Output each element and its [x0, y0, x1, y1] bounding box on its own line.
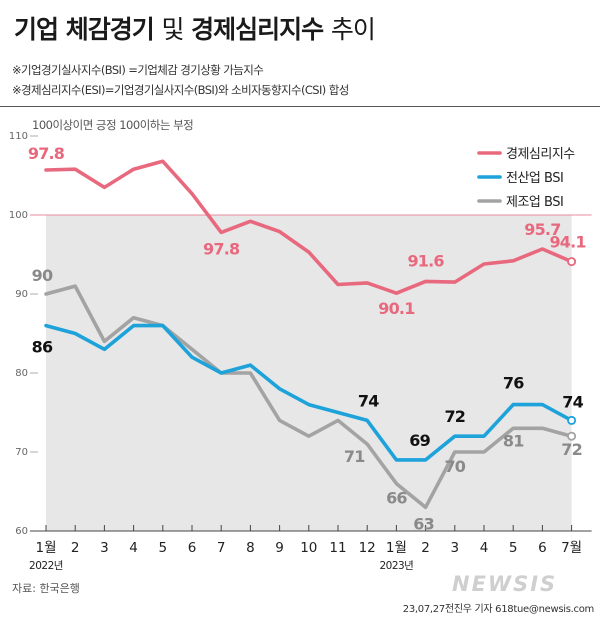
data-label: 90.1: [378, 299, 415, 318]
x-tick-label: 4: [129, 540, 138, 556]
data-label: 70: [444, 457, 465, 476]
y-tick-label: 100: [9, 210, 28, 221]
data-label: 90: [32, 266, 53, 285]
x-tick-label: 1월: [35, 540, 56, 556]
chart-points: [45, 161, 577, 508]
data-label: 71: [344, 447, 365, 466]
data-label: 97.8: [203, 239, 240, 258]
x-tick-label: 7월: [561, 540, 582, 556]
source-note: 자료: 한국은행: [12, 582, 80, 595]
esi-definition-note: ※경제심리지수(ESI)=기업경기실사지수(BSI)와 소비자동향지수(CSI)…: [12, 83, 349, 97]
x-tick-label: 7: [217, 540, 226, 556]
x-tick-label: 10: [300, 540, 317, 556]
y-tick-label: 70: [15, 447, 28, 458]
x-tick-label: 9: [275, 540, 284, 556]
data-label: 69: [409, 431, 430, 450]
data-label: 72: [561, 440, 582, 459]
data-label: 74: [358, 391, 379, 410]
data-label: 97.8: [28, 144, 65, 163]
y-tick-label: 90: [15, 289, 28, 300]
y-tick-label: 110: [9, 131, 28, 142]
series-line-0: [44, 159, 574, 295]
x-tick-label: 2: [421, 540, 430, 556]
data-label: 86: [32, 338, 53, 357]
y-tick-label: 80: [15, 368, 28, 379]
chart-shaded-area: [46, 215, 572, 531]
year-label: 2023년: [379, 560, 413, 572]
legend-label: 경제심리지수: [506, 147, 575, 162]
x-tick-label: 2: [71, 540, 80, 556]
byline-credit: 23,07,27전진우 기자 618tue@newsis.com: [402, 604, 595, 615]
year-label: 2022년: [29, 560, 63, 572]
x-tick-label: 1월: [386, 540, 407, 556]
x-tick-label: 11: [329, 540, 346, 556]
series-2-end-point: [567, 431, 577, 441]
legend-label: 제조업 BSI: [506, 195, 563, 210]
title-part-4: 추이: [330, 15, 376, 44]
newsis-logo: NEWSIS: [452, 572, 558, 596]
legend-label: 전산업 BSI: [506, 171, 563, 186]
series-0-end-point: [567, 257, 577, 267]
x-tick-label: 6: [188, 540, 197, 556]
x-tick-label: 5: [509, 540, 518, 556]
chart-annotation: 100이상이면 긍정 100이하는 부정: [32, 118, 193, 132]
data-label: 63: [413, 514, 434, 533]
title-part-3: 경제심리지수: [191, 15, 324, 44]
below-100-region: [46, 215, 572, 531]
data-label: 91.6: [407, 251, 444, 270]
bsi-definition-note: ※기업경기실사지수(BSI) =기업체감 경기상황 가늠지수: [12, 63, 264, 77]
series-1-end-point: [567, 415, 577, 425]
data-label: 81: [503, 431, 524, 450]
x-tick-label: 4: [480, 540, 489, 556]
title-part-2: 및: [161, 15, 184, 44]
x-tick-label: 3: [451, 540, 460, 556]
x-tick-label: 6: [538, 540, 547, 556]
chart-data-labels: 97.8 97.8 90.1 91.6 95.794.1 90 86 74 69 72 76 74 71…: [28, 144, 587, 533]
title-part-1: 기업 체감경기: [14, 15, 155, 44]
x-tick-label: 3: [100, 540, 109, 556]
y-tick-label: 60: [15, 526, 28, 537]
data-label: 94.1: [549, 233, 586, 252]
data-label: 66: [386, 489, 407, 508]
page-title: 기업 체감경기 및 경제심리지수 추이: [14, 10, 376, 46]
data-label: 95.7: [524, 220, 560, 239]
data-label: 76: [503, 374, 524, 393]
header-divider: [0, 106, 600, 107]
data-label: 72: [444, 407, 465, 426]
chart-axes: 60 70 80 90 100 110 1월 2 3 4 5 6 7 8 9 10 11 12 1월 2 3 4 5 6 7월 2…: [9, 131, 592, 572]
data-label: 74: [562, 392, 583, 411]
x-tick-label: 8: [246, 540, 255, 556]
x-tick-label: 5: [159, 540, 168, 556]
x-tick-label: 12: [359, 540, 376, 556]
